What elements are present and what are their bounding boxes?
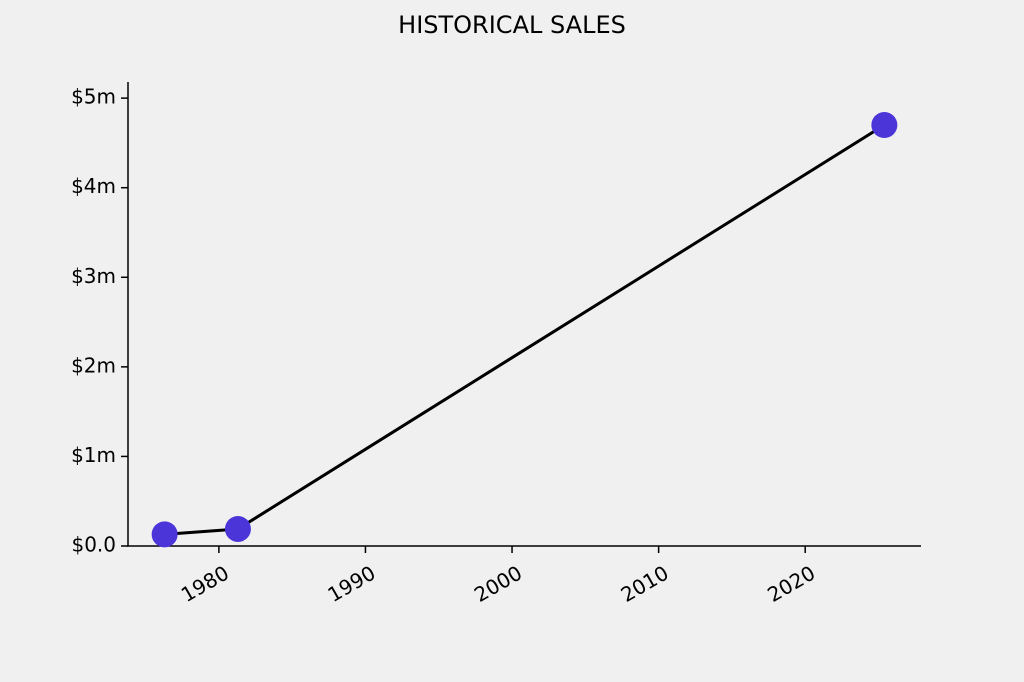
- marker: [151, 521, 178, 548]
- chart-title: HISTORICAL SALES: [398, 11, 626, 39]
- y-tick-label: $0.0: [71, 533, 116, 557]
- marker: [224, 515, 251, 542]
- y-tick-label: $2m: [71, 353, 116, 377]
- y-tick-label: $4m: [71, 174, 116, 198]
- y-tick-label: $3m: [71, 264, 116, 288]
- marker: [871, 111, 898, 138]
- y-tick-label: $1m: [71, 443, 116, 467]
- y-tick-label: $5m: [71, 85, 116, 109]
